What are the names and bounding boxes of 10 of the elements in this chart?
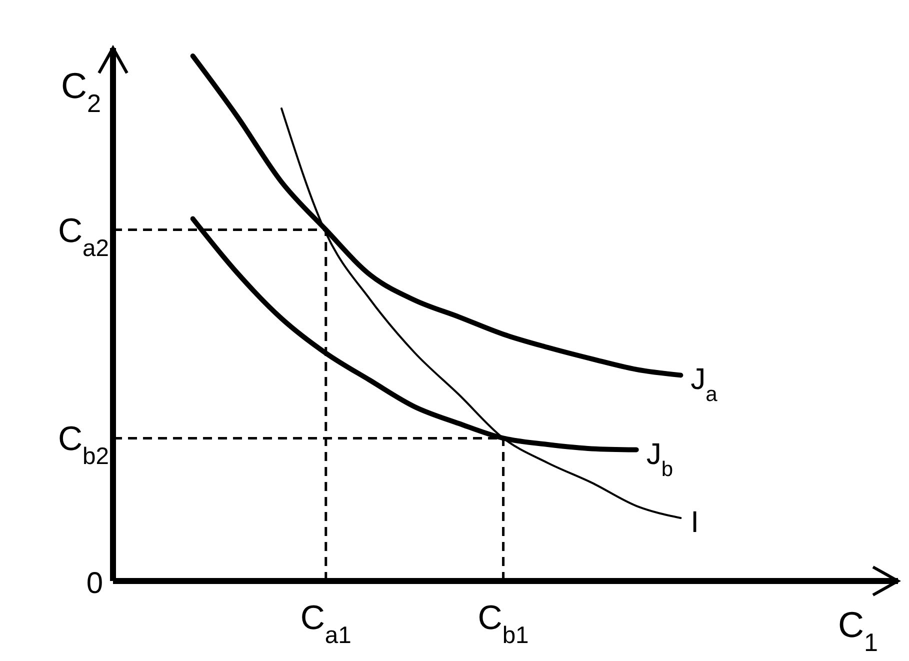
- series-label: J$_{a}$: [690, 363, 718, 406]
- ref-line-label: C$_{b2}$: [58, 420, 109, 470]
- x-axis-title: C$_{1}$: [838, 604, 878, 657]
- ref-line-label: C$_{a2}$: [58, 212, 109, 262]
- series-label: I: [690, 506, 700, 539]
- y-axis-title: C$_{2}$: [60, 65, 101, 118]
- series-label: J$_{b}$: [646, 438, 674, 480]
- text: 0: [86, 567, 103, 600]
- x-tick-label: C$_{b1}$: [478, 599, 529, 648]
- x-tick-label: C$_{a1}$: [300, 599, 352, 648]
